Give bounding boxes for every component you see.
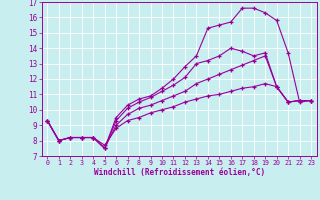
X-axis label: Windchill (Refroidissement éolien,°C): Windchill (Refroidissement éolien,°C) (94, 168, 265, 177)
